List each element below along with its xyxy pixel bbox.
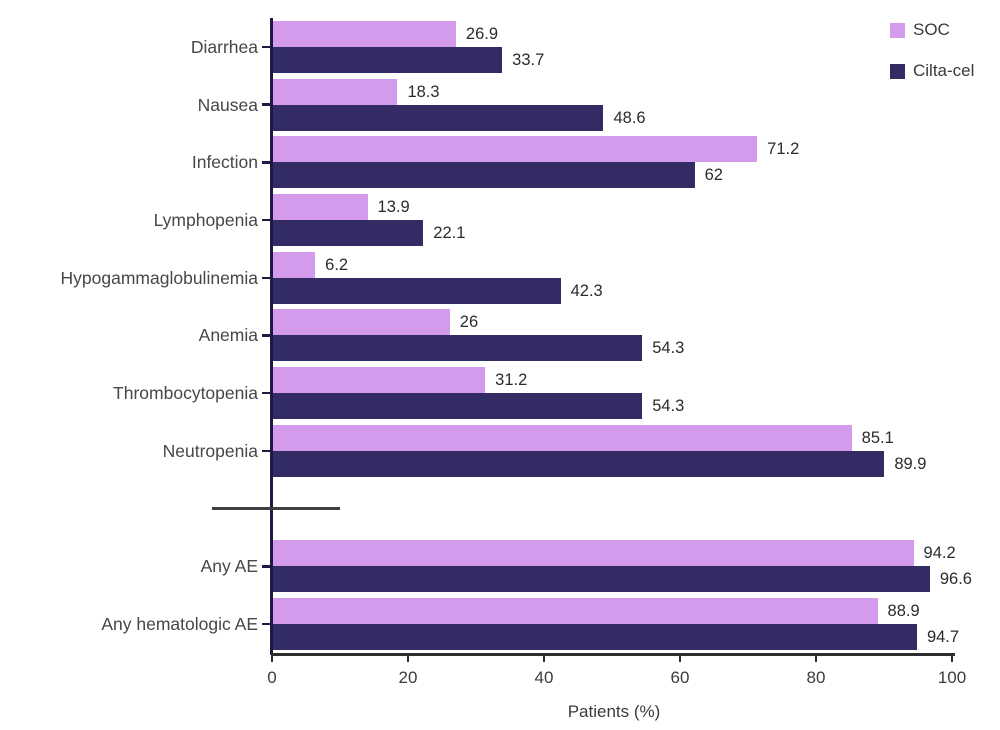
bar-value-label: 89.9: [894, 454, 927, 473]
bar-soc: [273, 540, 914, 567]
category-label: Infection: [191, 152, 258, 173]
x-axis-tick: [270, 655, 274, 662]
legend-label-soc: SOC: [913, 20, 950, 39]
category-label: Nausea: [197, 94, 258, 115]
y-axis-tick: [262, 161, 270, 164]
bar-value-label: 62: [704, 166, 723, 185]
category-label: Thrombocytopenia: [113, 383, 258, 404]
y-axis-tick: [262, 565, 270, 568]
x-axis-tick: [406, 655, 410, 662]
bar-cilta-cel: [273, 335, 643, 362]
x-axis-tick: [814, 655, 818, 662]
category-label: Diarrhea: [190, 36, 258, 57]
y-axis-line: [270, 18, 273, 655]
bar-value-label: 31.2: [495, 371, 528, 390]
x-axis-tick: [542, 655, 546, 662]
category-label: Any hematologic AE: [101, 614, 258, 635]
legend: SOC Cilta-cel: [890, 20, 974, 81]
bar-cilta-cel: [273, 450, 885, 477]
y-axis-tick: [262, 276, 270, 280]
bar-soc: [273, 78, 398, 105]
x-axis-tick: [678, 655, 682, 662]
bar-soc: [273, 309, 450, 336]
bar-soc: [273, 194, 368, 221]
bar-cilta-cel: [273, 220, 424, 247]
bar-value-label: 33.7: [512, 50, 545, 69]
x-axis-title: Patients (%): [567, 702, 661, 721]
bar-soc: [273, 598, 878, 625]
bar-cilta-cel: [273, 393, 643, 420]
legend-label-cilta-cel: Cilta-cel: [913, 61, 975, 80]
x-axis-tick: [950, 655, 954, 662]
x-axis-tick-label: 100: [937, 668, 967, 687]
bar-value-label: 94.2: [923, 544, 956, 563]
bar-soc: [273, 251, 316, 278]
bar-cilta-cel: [273, 104, 604, 131]
y-axis-tick: [262, 45, 270, 49]
bar-cilta-cel: [273, 566, 930, 593]
bar-value-label: 6.2: [325, 255, 349, 274]
bar-value-label: 48.6: [613, 108, 646, 127]
bar-value-label: 42.3: [570, 281, 603, 300]
bar-value-label: 54.3: [652, 397, 685, 416]
bar-value-label: 85.1: [861, 428, 894, 447]
bar-cilta-cel: [273, 162, 695, 189]
bar-cilta-cel: [273, 277, 561, 304]
y-axis-tick: [262, 218, 270, 222]
legend-item-cilta-cel: Cilta-cel: [890, 61, 974, 81]
bar-value-label: 88.9: [887, 602, 920, 621]
axis-break-line: [212, 507, 340, 510]
bar-cilta-cel: [273, 624, 917, 651]
bar-value-label: 96.6: [939, 570, 972, 589]
category-label: Anemia: [198, 325, 258, 346]
bar-value-label: 54.3: [652, 339, 685, 358]
category-label: Neutropenia: [162, 440, 258, 461]
y-axis-tick: [262, 449, 270, 453]
y-axis-tick: [262, 334, 270, 337]
y-axis-tick: [262, 622, 270, 626]
x-axis-line: [271, 653, 955, 656]
bar-cilta-cel: [273, 46, 503, 73]
y-axis-tick: [262, 391, 270, 395]
x-axis-tick-label: 20: [398, 668, 418, 687]
bar-value-label: 94.7: [926, 628, 960, 647]
bar-soc: [273, 367, 486, 394]
bar-soc: [273, 20, 456, 47]
x-axis-tick-label: 60: [670, 668, 690, 687]
x-axis-tick-label: 0: [267, 668, 277, 687]
bar-value-label: 18.3: [407, 82, 440, 101]
bar-soc: [273, 136, 758, 163]
bar-value-label: 13.9: [377, 198, 410, 217]
bar-value-label: 22.1: [433, 224, 466, 243]
bar-soc: [273, 424, 852, 451]
bar-value-label: 71.2: [767, 140, 800, 159]
category-label: Any AE: [200, 556, 258, 577]
category-label: Hypogammaglobulinemia: [60, 267, 258, 288]
cilta-cel-swatch-icon: [890, 63, 905, 79]
x-axis-tick-label: 40: [534, 668, 554, 687]
bar-value-label: 26.9: [465, 24, 499, 43]
bar-value-label: 26: [459, 313, 479, 332]
y-axis-tick: [262, 103, 270, 106]
category-label: Lymphopenia: [153, 210, 258, 231]
soc-swatch-icon: [890, 22, 905, 38]
x-axis-tick-label: 80: [806, 668, 826, 687]
legend-item-soc: SOC: [890, 20, 974, 40]
